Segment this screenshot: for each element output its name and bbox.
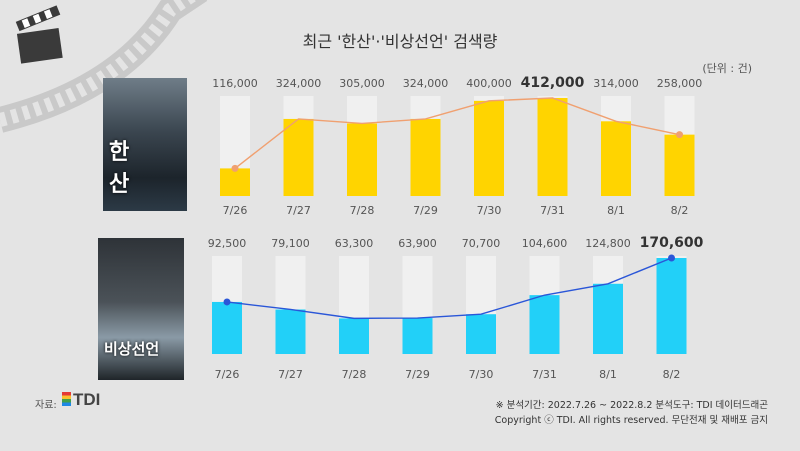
tdi-logo-text: TDI [73, 390, 101, 409]
emergency-value-label: 79,100 [271, 237, 310, 250]
hansan-trend-point [676, 131, 683, 139]
emergency-date-label: 7/30 [469, 368, 494, 381]
hansan-date-label: 7/27 [286, 204, 311, 217]
hansan-value-label: 116,000 [212, 77, 258, 90]
emergency-bar [593, 283, 623, 354]
hansan-bar [410, 118, 441, 196]
emergency-value-label: 124,800 [585, 237, 631, 250]
hansan-date-label: 7/26 [223, 204, 248, 217]
copyright: Copyright ⓒ TDI. All rights reserved. 무단… [494, 415, 768, 426]
hansan-date-label: 8/2 [671, 204, 689, 217]
film-strip-decoration [0, 0, 208, 133]
emergency-bar [275, 309, 306, 354]
emergency-date-label: 8/2 [663, 368, 681, 381]
emergency-trend-line [226, 257, 672, 320]
hansan-poster-title: 한 산 [109, 140, 148, 197]
hansan-value-label: 400,000 [466, 77, 512, 90]
hansan-trend-line [234, 97, 680, 169]
hansan-value-label: 314,000 [593, 77, 639, 90]
hansan-poster: 한 산 [103, 78, 187, 211]
hansan-bar [283, 118, 314, 196]
emergency-bar [212, 301, 242, 354]
chart-title: 최근 '한산'·'비상선언' 검색량 [302, 32, 498, 51]
emergency-bar [466, 314, 496, 354]
hansan-trend-point [231, 164, 239, 172]
hansan-bar [601, 121, 631, 196]
emergency-value-label: 104,600 [522, 237, 568, 250]
hansan-value-label: 324,000 [403, 77, 449, 90]
emergency-value-label: 63,300 [335, 237, 374, 250]
hansan-date-label: 7/28 [350, 204, 375, 217]
emergency-date-label: 8/1 [599, 368, 617, 381]
clapperboard-icon [15, 5, 63, 64]
hansan-bar [220, 168, 250, 196]
hansan-date-label: 8/1 [607, 204, 625, 217]
emergency-bar [339, 318, 369, 354]
emergency-value-label: 63,900 [398, 237, 437, 250]
source-prefix: 자료: [35, 400, 57, 411]
emergency-date-label: 7/26 [215, 368, 240, 381]
hansan-bar [347, 123, 377, 196]
emergency-date-label: 7/29 [405, 368, 430, 381]
hansan-value-label: 324,000 [276, 77, 322, 90]
tdi-logo: TDI [62, 390, 100, 410]
emergency-bar [656, 258, 687, 354]
hansan-value-label: 412,000 [521, 75, 585, 91]
tdi-logo-icon [62, 392, 71, 406]
emergency-date-label: 7/31 [532, 368, 557, 381]
emergency-value-label: 170,600 [640, 235, 704, 251]
emergency-date-label: 7/27 [278, 368, 303, 381]
emergency-value-label: 92,500 [208, 237, 247, 250]
hansan-date-label: 7/31 [540, 204, 565, 217]
emergency-declaration-poster: 비상선언 [98, 238, 184, 380]
hansan-value-label: 305,000 [339, 77, 385, 90]
analysis-period: ※ 분석기간: 2022.7.26 ~ 2022.8.2 분석도구: TDI 데… [495, 400, 768, 411]
hansan-bar [474, 100, 504, 196]
hansan-date-label: 7/30 [477, 204, 502, 217]
emergency-date-label: 7/28 [342, 368, 367, 381]
footer-notes: ※ 분석기간: 2022.7.26 ~ 2022.8.2 분석도구: TDI 데… [495, 398, 768, 428]
emergency-bar [529, 295, 560, 354]
emergency-value-label: 70,700 [462, 237, 501, 250]
emergency-trend-point [223, 298, 231, 306]
hansan-bar [664, 134, 695, 196]
emergency-bar [402, 318, 433, 354]
hansan-bar [537, 98, 568, 196]
emergency-trend-point [668, 254, 675, 262]
hansan-value-label: 258,000 [657, 77, 703, 90]
hansan-date-label: 7/29 [413, 204, 438, 217]
unit-label: (단위 : 건) [702, 62, 752, 75]
emergency-poster-title: 비상선언 [104, 340, 160, 358]
